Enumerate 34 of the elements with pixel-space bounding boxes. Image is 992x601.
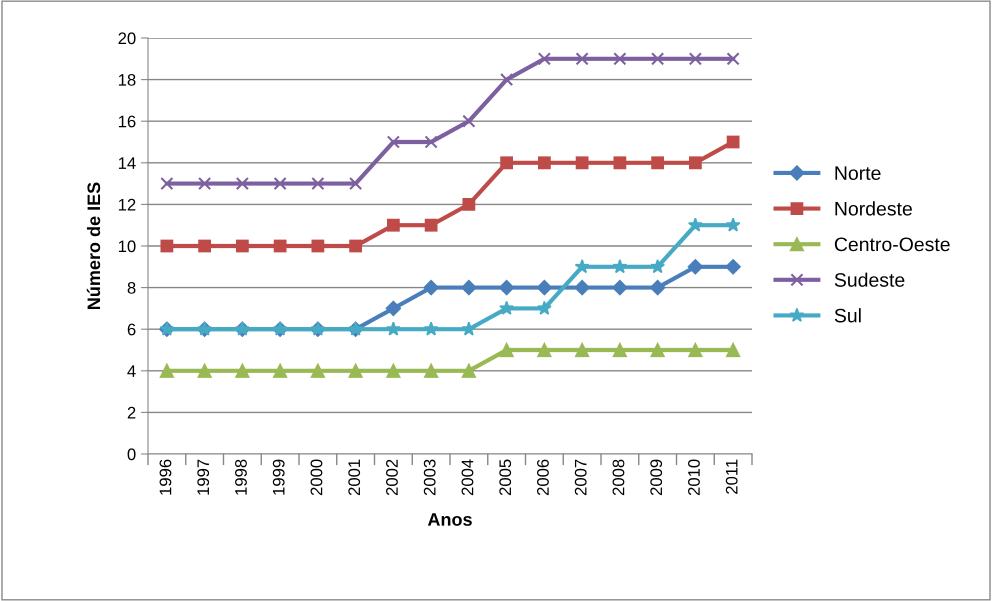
y-tick-label: 16 <box>118 116 136 128</box>
x-tick-label: 1998 <box>235 460 247 495</box>
x-tick-label: 2000 <box>310 460 322 496</box>
y-axis-title: Número de IES <box>86 182 100 310</box>
x-tick-label: 2004 <box>462 459 474 496</box>
x-tick-label: 2010 <box>688 460 700 496</box>
x-tick-label: 2011 <box>726 460 738 494</box>
x-tick-label: 2001 <box>348 460 360 496</box>
y-tick-label: 0 <box>128 448 136 460</box>
x-tick-label: 1999 <box>272 460 285 495</box>
x-tick-label: 1997 <box>197 460 210 495</box>
x-tick-label: 2002 <box>386 460 398 496</box>
y-tick-label: 12 <box>118 198 136 210</box>
x-axis-title: Anos <box>428 513 472 526</box>
legend-label: Centro-Oeste <box>834 237 950 252</box>
x-tick-label: 2006 <box>537 460 549 496</box>
y-tick-label: 6 <box>128 324 136 336</box>
x-tick-label: 2007 <box>574 460 587 496</box>
y-tick-label: 20 <box>118 32 136 44</box>
y-tick-label: 18 <box>118 74 136 86</box>
y-tick-label: 10 <box>118 240 136 252</box>
y-tick-label: 2 <box>128 406 136 418</box>
legend-label: Norte <box>835 166 881 180</box>
x-tick-label: 2008 <box>612 460 624 496</box>
y-tick-label: 14 <box>118 157 136 169</box>
x-tick-label: 1996 <box>160 460 172 495</box>
legend-label: Sudeste <box>834 272 904 287</box>
x-tick-label: 2003 <box>424 460 436 496</box>
y-tick-label: 8 <box>128 282 136 294</box>
legend-label: Sul <box>834 308 861 322</box>
legend-label: Nordeste <box>835 201 912 216</box>
x-tick-label: 2009 <box>650 460 662 496</box>
x-tick-label: 2005 <box>499 460 512 496</box>
y-tick-label: 4 <box>127 365 136 377</box>
